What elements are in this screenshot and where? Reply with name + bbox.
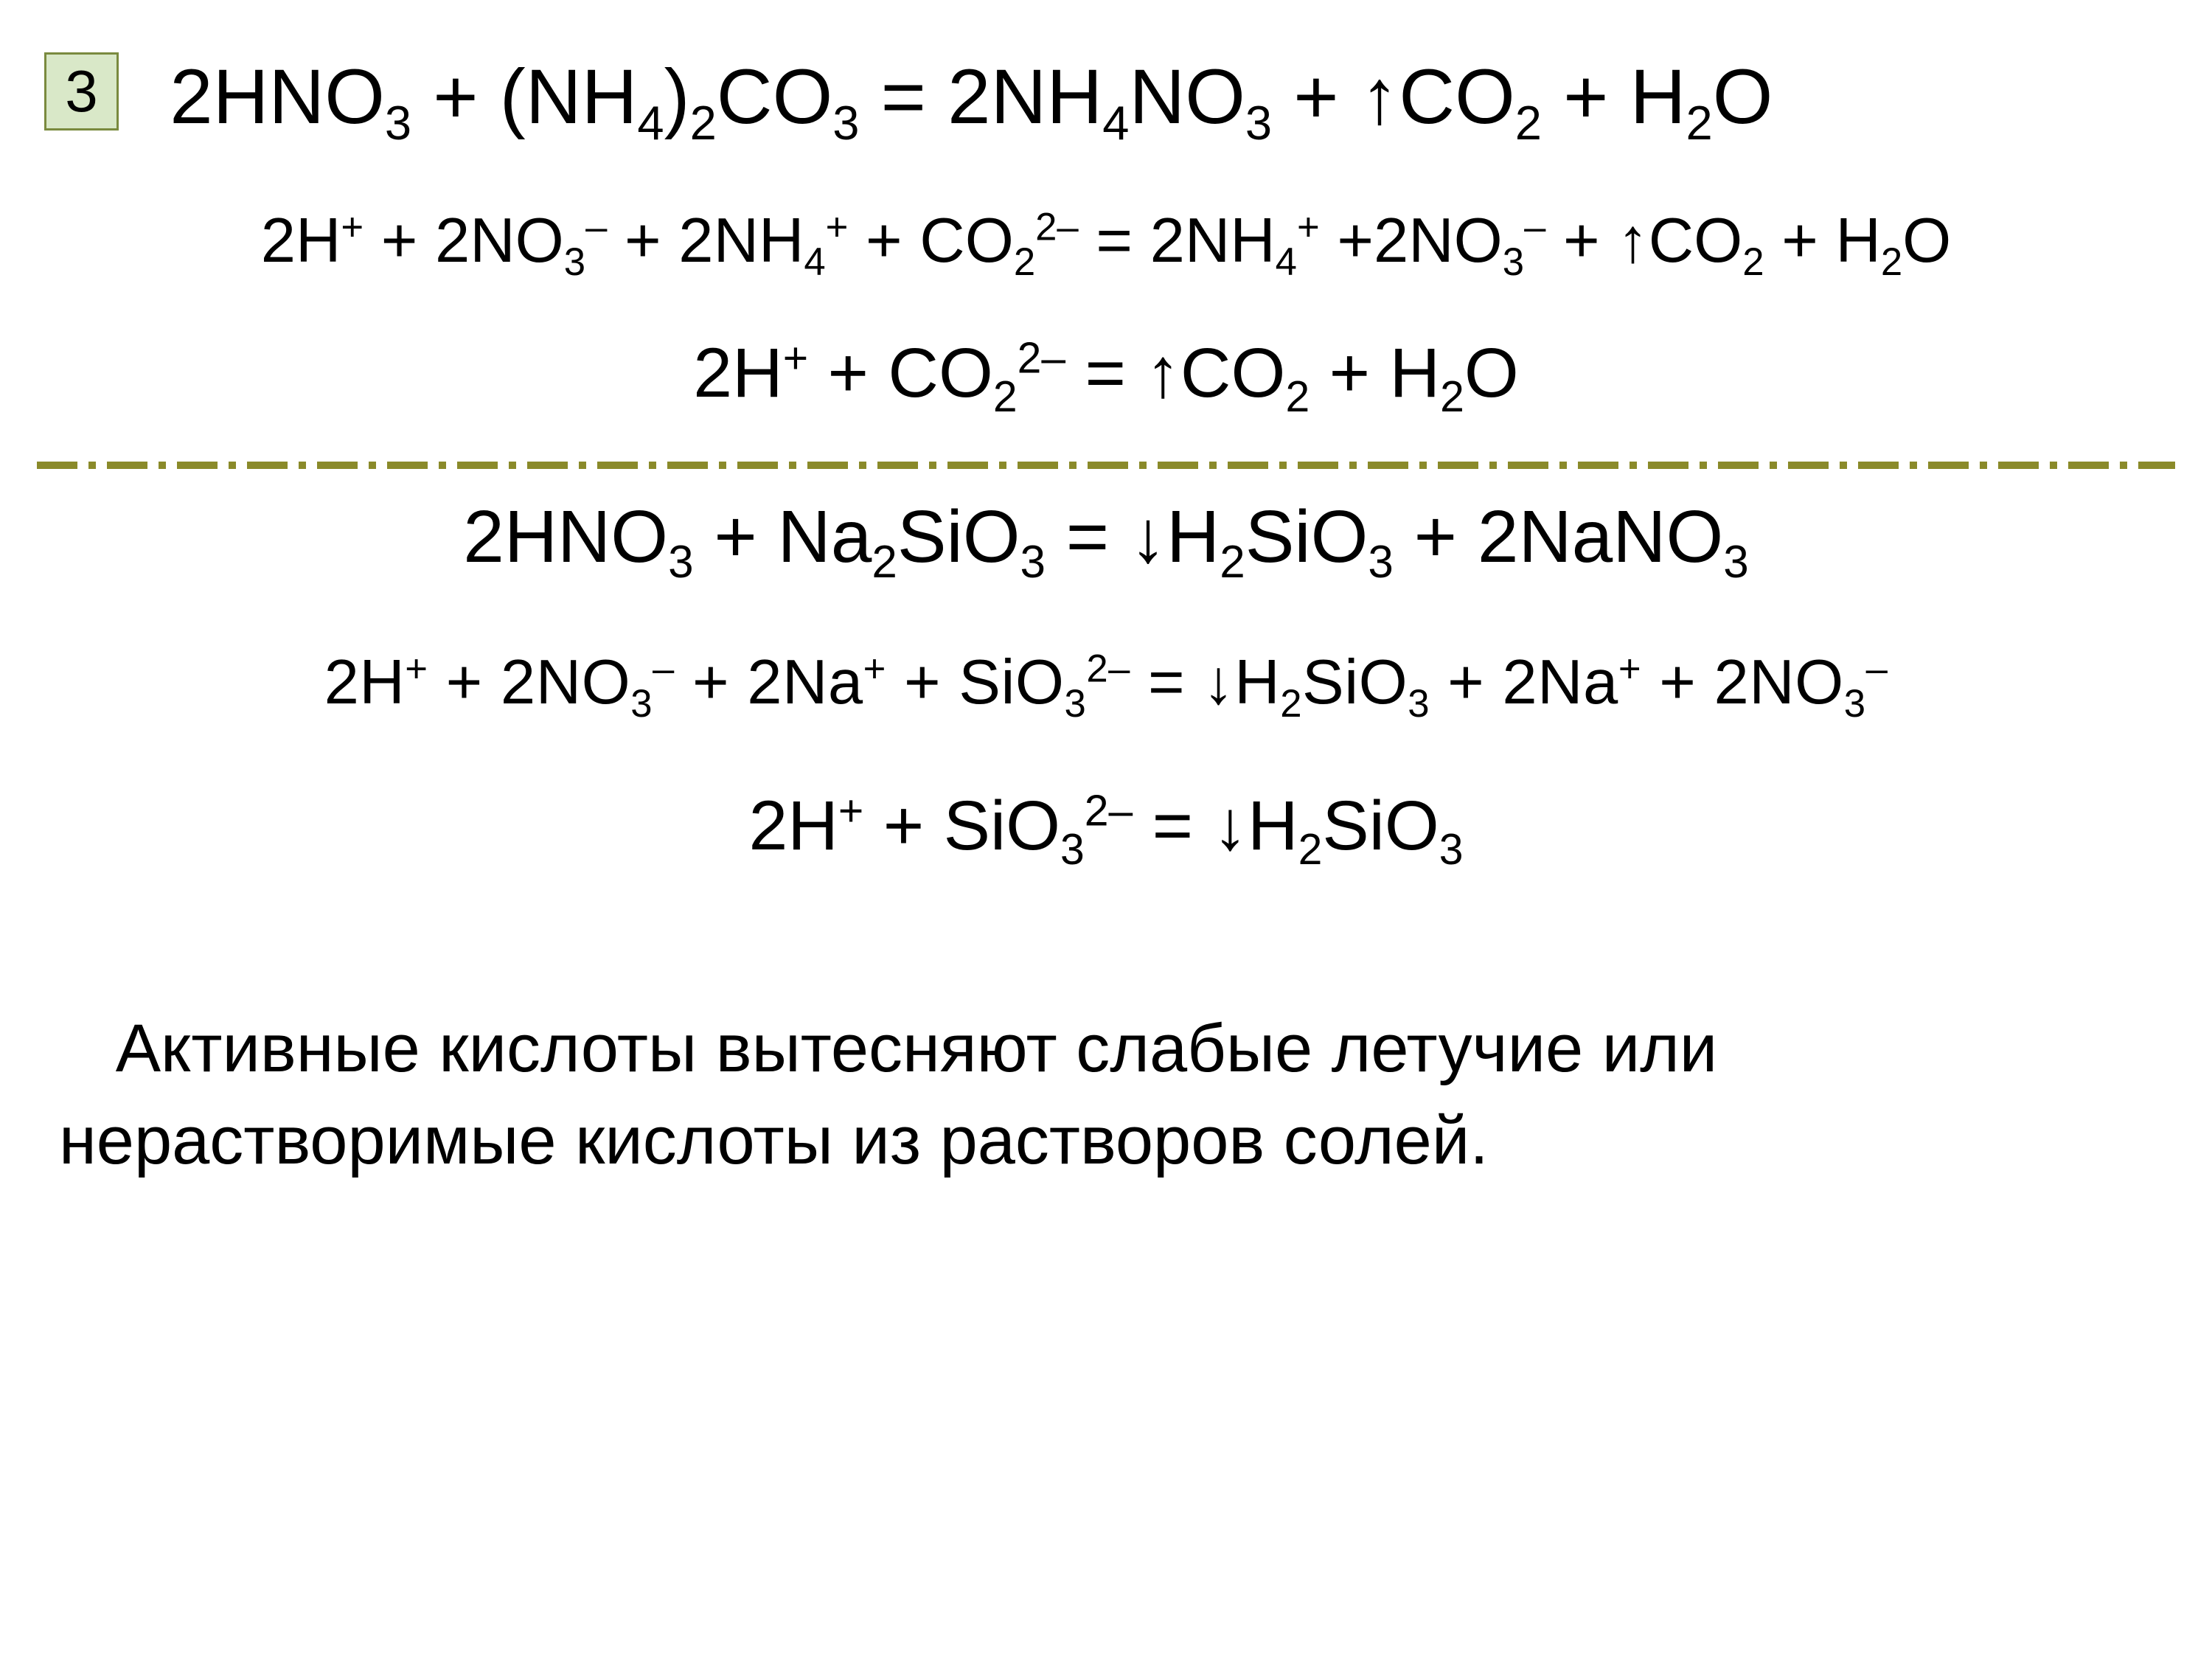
equation-molecular-1: 2HNO3 + (NH4)2CO3 = 2NH4NO3 + ↑CO2 + H2O bbox=[170, 57, 1773, 138]
equation-net-ionic-1: 2H+ + CO22– = ↑CO2 + H2O bbox=[37, 337, 2175, 411]
section-divider bbox=[37, 462, 2175, 469]
body-line-2: нерастворимые кислоты из растворов солей… bbox=[59, 1103, 1489, 1178]
body-line-1: Активные кислоты вытесняют слабые летучи… bbox=[116, 1011, 1717, 1086]
explanatory-text: Активные кислоты вытесняют слабые летучи… bbox=[37, 959, 2175, 1186]
equation-net-ionic-2: 2H+ + SiO32– = ↓H2SiO3 bbox=[37, 790, 2175, 863]
equation-row-molecular-1: 3 2HNO3 + (NH4)2CO3 = 2NH4NO3 + ↑CO2 + H… bbox=[37, 52, 2183, 138]
slide-number-badge: 3 bbox=[44, 52, 119, 131]
slide: 3 2HNO3 + (NH4)2CO3 = 2NH4NO3 + ↑CO2 + H… bbox=[0, 0, 2212, 1659]
equation-molecular-2: 2HNO3 + Na2SiO3 = ↓H2SiO3 + 2NaNO3 bbox=[37, 498, 2175, 576]
equation-full-ionic-2: 2H+ + 2NO3– + 2Na+ + SiO32– = ↓H2SiO3 + … bbox=[37, 650, 2175, 715]
equation-full-ionic-1: 2H+ + 2NO3– + 2NH4+ + CO22– = 2NH4+ +2NO… bbox=[37, 208, 2175, 274]
